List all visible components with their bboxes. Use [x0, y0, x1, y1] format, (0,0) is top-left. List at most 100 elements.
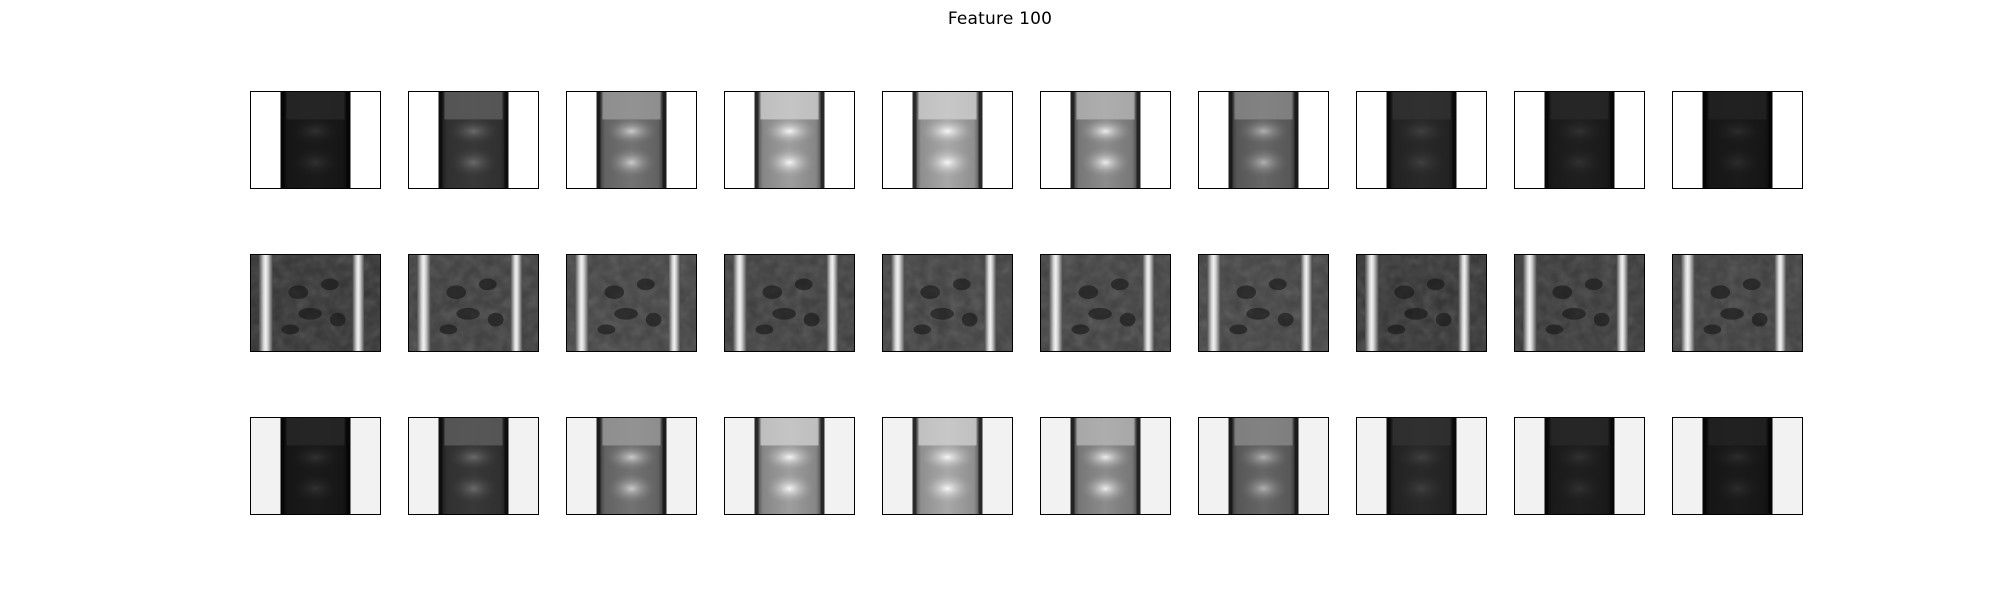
panel-image — [1041, 255, 1170, 351]
image-panel — [724, 254, 855, 352]
panel-image — [567, 255, 696, 351]
image-panel — [882, 91, 1013, 189]
panel-image — [1515, 92, 1644, 188]
image-panel — [724, 417, 855, 515]
image-panel — [1040, 91, 1171, 189]
dark-blobs — [439, 278, 504, 335]
bright-stripe-right — [826, 255, 839, 351]
feature-strip — [438, 418, 509, 514]
panel-image — [883, 92, 1012, 188]
panel-image — [725, 92, 854, 188]
bright-stripe-left — [1680, 255, 1695, 351]
image-panel — [566, 91, 697, 189]
feature-strip — [1386, 92, 1457, 188]
feature-strip — [1228, 92, 1299, 188]
dark-blobs — [913, 278, 978, 335]
image-panel — [408, 91, 539, 189]
feature-strip — [438, 92, 509, 188]
bright-stripe-left — [732, 255, 747, 351]
bright-stripe-left — [258, 255, 273, 351]
image-panel — [408, 254, 539, 352]
feature-strip — [596, 92, 667, 188]
feature-strip — [754, 92, 825, 188]
feature-strip — [1070, 418, 1141, 514]
panel-image — [1357, 92, 1486, 188]
panel-image — [1199, 418, 1328, 514]
image-panel — [408, 417, 539, 515]
panel-image — [883, 255, 1012, 351]
image-panel — [1672, 254, 1803, 352]
feature-strip — [1544, 418, 1615, 514]
image-panel — [1040, 417, 1171, 515]
dark-blobs — [755, 278, 820, 335]
panel-image — [251, 92, 380, 188]
image-panel — [1198, 91, 1329, 189]
feature-strip — [1386, 418, 1457, 514]
feature-strip — [1544, 92, 1615, 188]
panel-image — [1515, 418, 1644, 514]
image-panel — [1040, 254, 1171, 352]
panel-image — [1515, 255, 1644, 351]
image-panel — [566, 254, 697, 352]
image-panel — [1672, 91, 1803, 189]
image-panel — [1672, 417, 1803, 515]
dark-blobs — [281, 278, 346, 335]
panel-image — [1673, 92, 1802, 188]
feature-strip — [912, 92, 983, 188]
bright-stripe-left — [1048, 255, 1063, 351]
image-panel — [1198, 417, 1329, 515]
feature-strip — [1702, 92, 1773, 188]
figure-title: Feature 100 — [947, 9, 1053, 29]
feature-strip — [280, 418, 351, 514]
bright-stripe-right — [1458, 255, 1471, 351]
image-panel — [1198, 254, 1329, 352]
panel-image — [409, 418, 538, 514]
feature-strip — [596, 418, 667, 514]
bright-stripe-right — [984, 255, 997, 351]
panel-image — [1199, 255, 1328, 351]
feature-strip — [912, 418, 983, 514]
panel-image — [251, 418, 380, 514]
image-panel — [1514, 254, 1645, 352]
feature-strip — [280, 92, 351, 188]
image-panel — [1514, 417, 1645, 515]
image-panel — [882, 417, 1013, 515]
image-panel — [882, 254, 1013, 352]
bright-stripe-left — [890, 255, 905, 351]
panel-image — [1199, 92, 1328, 188]
bright-stripe-right — [352, 255, 365, 351]
panel-image — [1041, 92, 1170, 188]
dark-blobs — [1229, 278, 1294, 335]
dark-blobs — [1387, 278, 1452, 335]
dark-blobs — [1071, 278, 1136, 335]
panel-image — [409, 92, 538, 188]
feature-strip — [754, 418, 825, 514]
bright-stripe-left — [1206, 255, 1221, 351]
dark-blobs — [597, 278, 662, 335]
panel-image — [567, 92, 696, 188]
bright-stripe-right — [1300, 255, 1313, 351]
dark-blobs — [1703, 278, 1768, 335]
panel-image — [1041, 418, 1170, 514]
panel-image — [1673, 418, 1802, 514]
bright-stripe-right — [668, 255, 681, 351]
bright-stripe-right — [1142, 255, 1155, 351]
panel-image — [1673, 255, 1802, 351]
bright-stripe-left — [574, 255, 589, 351]
image-panel — [724, 91, 855, 189]
image-panel — [250, 254, 381, 352]
panel-image — [567, 418, 696, 514]
feature-strip — [1070, 92, 1141, 188]
bright-stripe-left — [416, 255, 431, 351]
feature-strip — [1702, 418, 1773, 514]
bright-stripe-left — [1364, 255, 1379, 351]
panel-image — [725, 255, 854, 351]
image-panel — [1356, 254, 1487, 352]
panel-image — [251, 255, 380, 351]
bright-stripe-right — [1774, 255, 1787, 351]
image-panel — [1514, 91, 1645, 189]
image-panel — [1356, 91, 1487, 189]
panel-image — [883, 418, 1012, 514]
panel-image — [725, 418, 854, 514]
